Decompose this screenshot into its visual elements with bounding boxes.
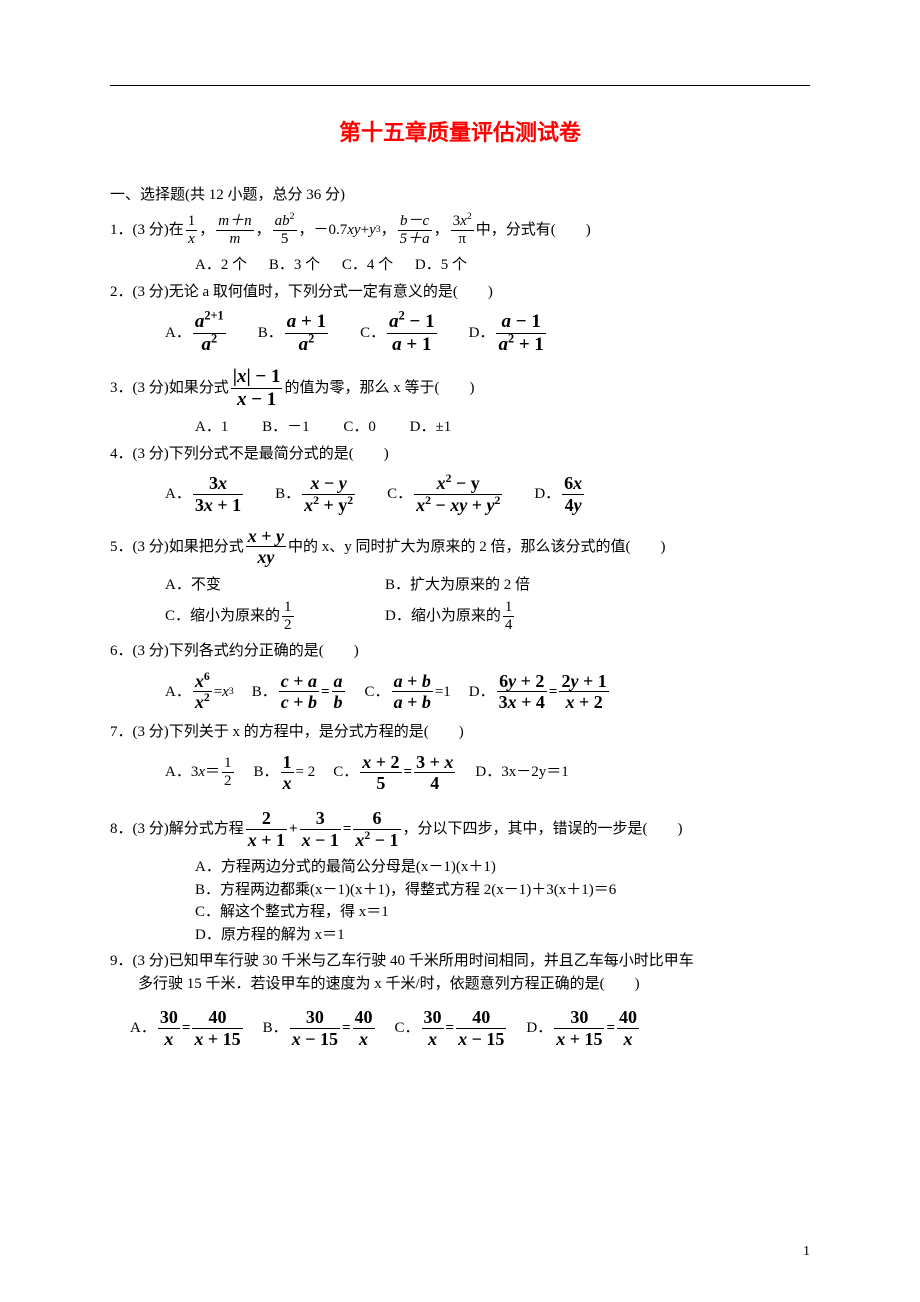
q9-opt-c: C． 30x = 40x − 15 xyxy=(395,1005,509,1051)
q7-opt-d: D．3x－2y＝1 xyxy=(475,761,568,784)
q3-stem-b: 的值为零，那么 x 等于( ) xyxy=(284,377,474,400)
q5-options: A．不变 B．扩大为原来的 2 倍 C．缩小为原来的 12 D．缩小为原来的 1… xyxy=(165,574,810,636)
q3-opt-b: B．－1 xyxy=(262,416,310,439)
question-9: 9．(3 分)已知甲车行驶 30 千米与乙车行驶 40 千米所用时间相同，并且乙… xyxy=(110,950,810,995)
frac-num: 3x2 xyxy=(453,213,472,229)
blank: ( ) xyxy=(551,219,591,242)
q5-stem-b: 中的 x、y 同时扩大为原来的 2 倍，那么该分式的值( ) xyxy=(288,536,666,559)
q1-frac-4: b－c 5＋a xyxy=(398,213,432,249)
q4-opt-b: B． x − y x2 + y2 xyxy=(275,471,357,517)
q1-frac-5: 3x2 π xyxy=(451,213,474,249)
document-title: 第十五章质量评估测试卷 xyxy=(110,116,810,149)
q1-opt-c: C．4 个 xyxy=(342,254,393,277)
plus: + xyxy=(289,818,298,841)
q8-stem-b: ，分以下四步，其中，错误的一步是( ) xyxy=(403,818,683,841)
q7-opt-b: B． 1x = 2 xyxy=(254,750,316,796)
q3-opt-c: C．0 xyxy=(343,416,376,439)
q8-opt-b: B．方程两边都乘(x－1)(x＋1)，得整式方程 2(x－1)＋3(x＋1)＝6 xyxy=(195,879,810,902)
question-7: 7．(3 分)下列关于 x 的方程中，是分式方程的是( ) xyxy=(110,721,810,744)
frac-den: π xyxy=(451,231,474,248)
q6-opt-c: C． a + b a + b = 1 xyxy=(365,669,451,715)
section-1-header: 一、选择题(共 12 小题，总分 36 分) xyxy=(110,184,810,207)
q2-opt-c: C． a2 − 1 a + 1 xyxy=(360,309,439,358)
question-5: 5．(3 分)如果把分式 x + y xy 中的 x、y 同时扩大为原来的 2 … xyxy=(110,524,810,570)
q8-frac-3: 6 x2 − 1 xyxy=(353,808,400,850)
q6-opt-d: D． 6y + 2 3x + 4 = 2y + 1 x + 2 xyxy=(469,669,611,715)
q4-opt-a: A． 3x 3x + 1 xyxy=(165,471,245,517)
q8-frac-2: 3 x − 1 xyxy=(300,808,341,850)
q6-options: A． x6 x2 = x3 B． c + a c + b = a b C． a … xyxy=(165,669,810,715)
frac-den: x xyxy=(188,231,195,247)
q7-opt-c: C． x + 2 5 = 3 + x 4 xyxy=(333,750,457,796)
q1-options: A．2 个 B．3 个 C．4 个 D．5 个 xyxy=(195,254,810,277)
q9-options: A． 30x = 40x + 15 B． 30x − 15 = 40x C． 3… xyxy=(130,1005,810,1051)
q3-stem-a: 3．(3 分)如果分式 xyxy=(110,377,229,400)
q2-options: A． a2+1 a2 B． a + 1 a2 C． a2 − 1 a + 1 D… xyxy=(165,309,810,358)
question-6: 6．(3 分)下列各式约分正确的是( ) xyxy=(110,640,810,663)
q1-opt-a: A．2 个 xyxy=(195,254,247,277)
frac-den: 5 xyxy=(273,231,297,248)
q8-stem-a: 8．(3 分)解分式方程 xyxy=(110,818,244,841)
q3-opt-d: D．±1 xyxy=(410,416,452,439)
q8-opt-d: D．原方程的解为 x＝1 xyxy=(195,924,810,947)
frac-num: m＋n xyxy=(218,213,251,229)
q8-opt-c: C．解这个整式方程，得 x＝1 xyxy=(195,901,810,924)
q3-frac: |x| − 1 x − 1 xyxy=(231,366,283,411)
q9-opt-d: D． 30x + 15 = 40x xyxy=(526,1005,641,1051)
frac-num: b－c xyxy=(400,213,429,229)
q3-options: A．1 B．－1 C．0 D．±1 xyxy=(195,416,810,439)
q2-opt-a: A． a2+1 a2 xyxy=(165,309,228,358)
var-y: y xyxy=(369,219,376,242)
plus: + xyxy=(361,219,369,242)
equals: = xyxy=(343,818,352,841)
q2-opt-b: B． a + 1 a2 xyxy=(258,309,330,358)
page-number: 1 xyxy=(803,1241,810,1262)
frac-den: m xyxy=(230,231,241,247)
q9-stem-2: 多行驶 15 千米．若设甲车的速度为 x 千米/时，依题意列方程正确的是( ) xyxy=(138,973,810,996)
q8-options: A．方程两边分式的最简公分母是(x－1)(x＋1) B．方程两边都乘(x－1)(… xyxy=(195,856,810,946)
q4-opt-c: C． x2 − y x2 − xy + y2 xyxy=(387,471,504,517)
q1-stem-b: ，－0.7 xyxy=(299,219,348,242)
q1-frac-1: 1 x xyxy=(186,213,198,249)
q2-opt-d: D． a − 1 a2 + 1 xyxy=(469,309,548,358)
var-xy: xy xyxy=(347,219,360,242)
question-1: 1．(3 分)在 1 x ， m＋n m ， ab2 5 ，－0.7 xy + … xyxy=(110,211,810,251)
question-8: 8．(3 分)解分式方程 2 x + 1 + 3 x − 1 = 6 x2 − … xyxy=(110,806,810,852)
question-2: 2．(3 分)无论 a 取何值时，下列分式一定有意义的是( ) xyxy=(110,281,810,304)
q9-opt-b: B． 30x − 15 = 40x xyxy=(263,1005,377,1051)
q1-stem-a: 1．(3 分)在 xyxy=(110,219,184,242)
q4-options: A． 3x 3x + 1 B． x − y x2 + y2 C． x2 − y … xyxy=(165,471,810,517)
q1-frac-2: m＋n m xyxy=(216,213,253,249)
q6-opt-b: B． c + a c + b = a b xyxy=(252,669,347,715)
q3-opt-a: A．1 xyxy=(195,416,228,439)
q8-frac-1: 2 x + 1 xyxy=(246,808,287,850)
q4-opt-d: D． 6x 4y xyxy=(534,471,586,517)
q5-stem-a: 5．(3 分)如果把分式 xyxy=(110,536,244,559)
q1-opt-d: D．5 个 xyxy=(415,254,467,277)
question-4: 4．(3 分)下列分式不是最简分式的是( ) xyxy=(110,443,810,466)
q7-opt-a: A．3x＝ 12 xyxy=(165,753,236,793)
q1-stem-e: 中，分式有 xyxy=(476,219,551,242)
q9-stem-1: 9．(3 分)已知甲车行驶 30 千米与乙车行驶 40 千米所用时间相同，并且乙… xyxy=(110,950,810,973)
frac-num: ab xyxy=(275,213,290,229)
q8-opt-a: A．方程两边分式的最简公分母是(x－1)(x＋1) xyxy=(195,856,810,879)
q9-opt-a: A． 30x = 40x + 15 xyxy=(130,1005,245,1051)
frac-den: 5＋a xyxy=(400,231,430,247)
q5-opt-d: D．缩小为原来的 14 xyxy=(385,597,516,637)
question-3: 3．(3 分)如果分式 |x| − 1 x − 1 的值为零，那么 x 等于( … xyxy=(110,364,810,413)
page: 第十五章质量评估测试卷 一、选择题(共 12 小题，总分 36 分) 1．(3 … xyxy=(0,0,920,1302)
frac-num: 1 xyxy=(186,213,198,231)
comma: ， xyxy=(381,219,396,242)
q1-frac-3: ab2 5 xyxy=(273,213,297,249)
q7-options: A．3x＝ 12 B． 1x = 2 C． x + 2 5 = 3 + x 4 … xyxy=(165,750,810,796)
q1-opt-b: B．3 个 xyxy=(269,254,320,277)
q5-opt-b: B．扩大为原来的 2 倍 xyxy=(385,574,530,597)
q5-frac: x + y xy xyxy=(246,526,286,568)
q5-opt-c: C．缩小为原来的 12 xyxy=(165,597,355,637)
top-rule xyxy=(110,85,810,86)
q5-opt-a: A．不变 xyxy=(165,574,355,597)
q6-opt-a: A． x6 x2 = x3 xyxy=(165,669,234,715)
